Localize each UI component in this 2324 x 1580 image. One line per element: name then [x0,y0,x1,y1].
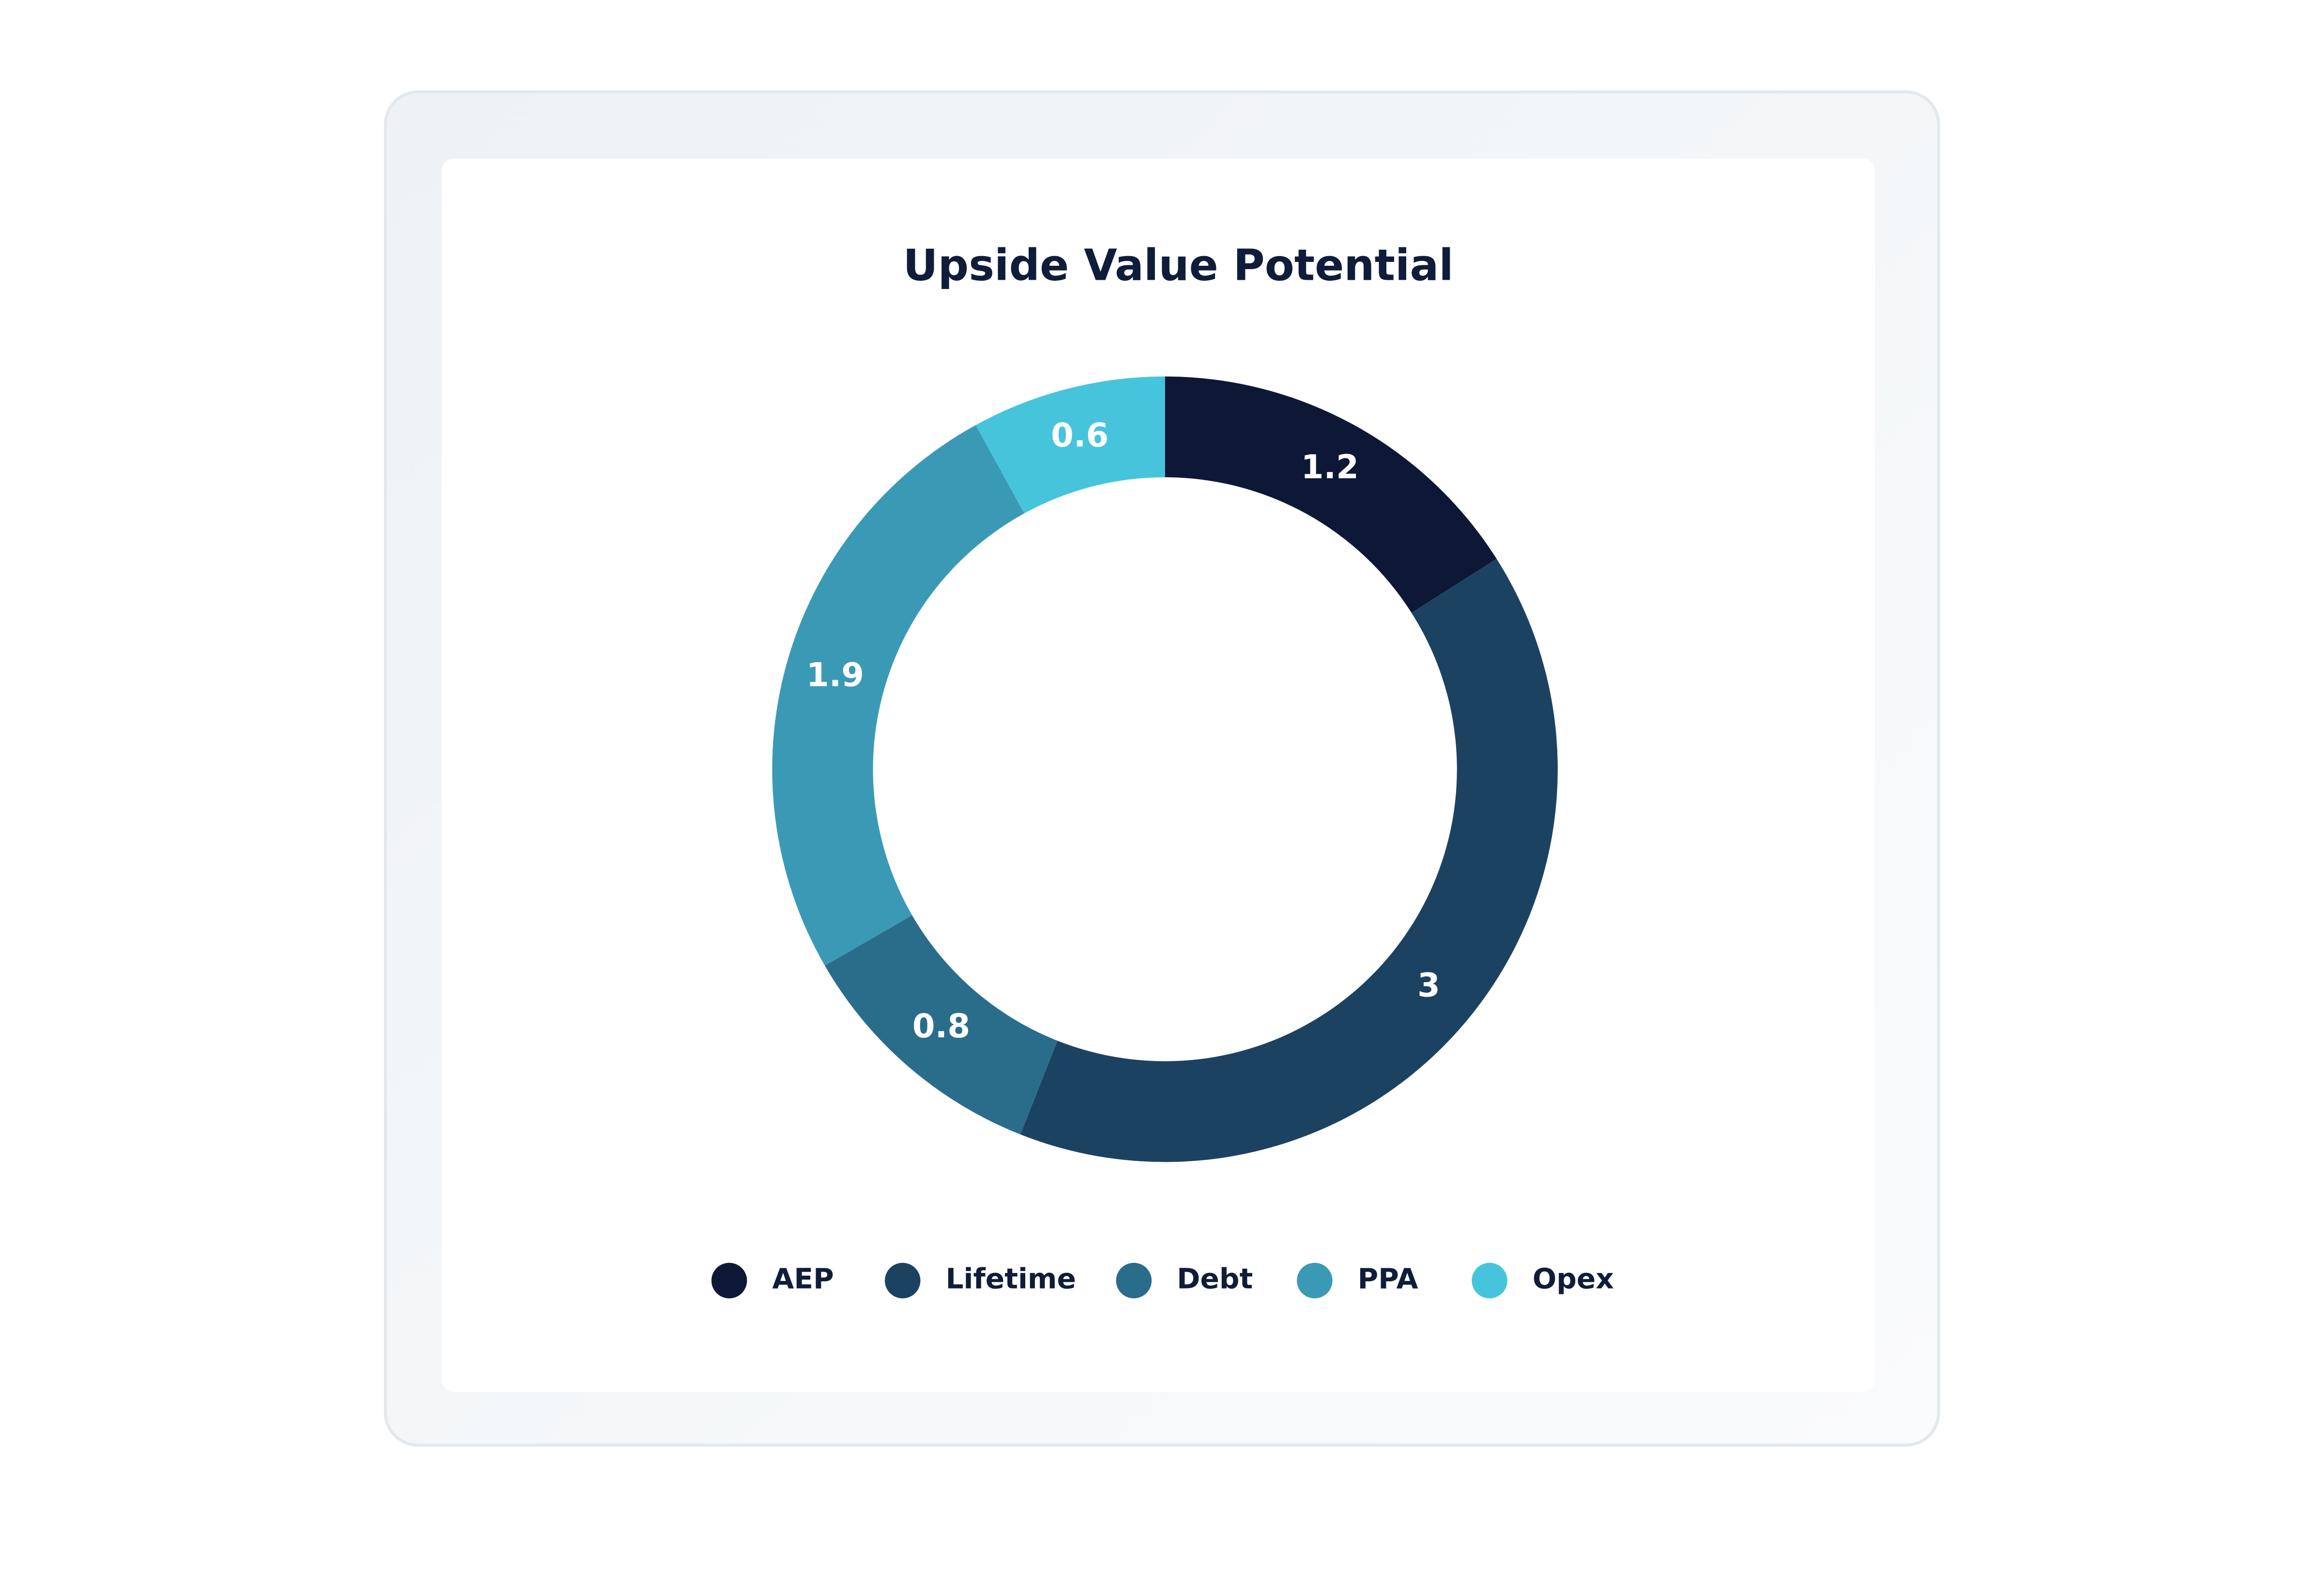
legend: AEP Lifetime Debt PPA Opex [711,1262,1614,1299]
data-label: 0.6 [1051,416,1109,455]
legend-swatch [1472,1262,1507,1299]
data-label: 1.9 [806,655,864,694]
legend-label: PPA [1358,1262,1418,1295]
data-label: 3 [1417,966,1440,1004]
card [441,158,1875,1392]
legend-label: Opex [1533,1262,1614,1295]
data-label: 1.2 [1301,448,1359,486]
donut: 1.2 3 0.8 1.9 0.6 [772,376,1558,1162]
legend-swatch [884,1262,921,1299]
data-label: 0.8 [912,1007,970,1045]
legend-swatch [1116,1262,1152,1299]
donut-segment [772,425,1025,966]
donut-segment [1020,559,1558,1162]
legend-swatch [711,1262,747,1299]
legend-swatch [1297,1262,1333,1299]
legend-label: Debt [1177,1262,1253,1295]
legend-label: Lifetime [945,1262,1076,1295]
donut-segment [824,915,1058,1135]
donut-segment [975,376,1165,514]
legend-label: AEP [772,1262,834,1295]
chart-title: Upside Value Potential [903,241,1454,290]
donut-segment [1165,376,1497,613]
